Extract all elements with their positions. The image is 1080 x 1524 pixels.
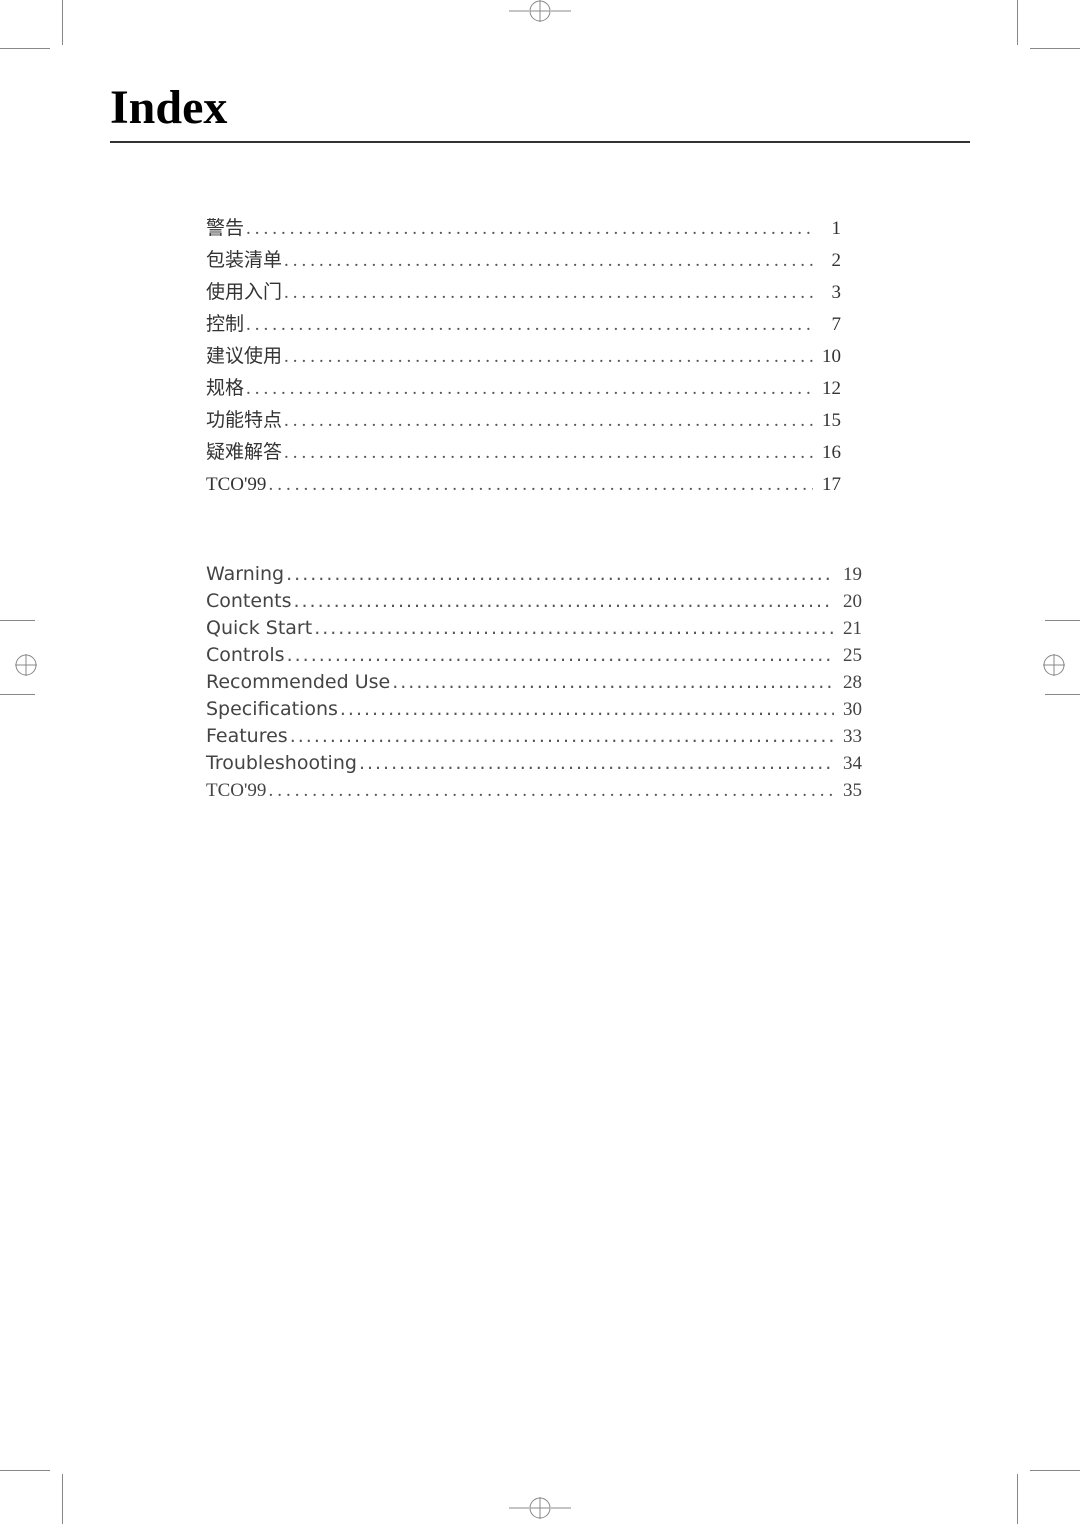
toc-entry: 规格 12 [206,373,841,405]
toc-leader [244,213,813,245]
toc-entry: Controls 25 [206,642,862,669]
toc-label: Warning [206,561,284,588]
toc-leader [291,588,834,615]
toc-label: Features [206,723,288,750]
registration-mark-icon [509,1497,571,1519]
toc-page: 33 [834,723,862,750]
page-title: Index [110,80,970,135]
toc-page: 20 [834,588,862,615]
toc-label: Specifications [206,696,338,723]
toc-leader [244,309,813,341]
toc-page: 19 [834,561,862,588]
toc-leader [282,277,813,309]
crop-mark [1017,1474,1018,1524]
toc-leader [357,750,834,777]
toc-page: 30 [834,696,862,723]
toc-entry: Quick Start 21 [206,615,862,642]
toc-page: 1 [813,213,841,245]
toc-entry: 警告 1 [206,213,841,245]
toc-leader [244,373,813,405]
crop-mark [0,48,50,49]
toc-entry: 包装清单 2 [206,245,841,277]
toc-english: Warning 19 Contents 20 Quick Start 21 Co… [206,561,862,804]
toc-label: 包装清单 [206,245,282,277]
toc-page: 34 [834,750,862,777]
registration-mark-icon [1043,654,1065,676]
toc-entry: Specifications 30 [206,696,862,723]
registration-mark-icon [509,0,571,22]
toc-entry: Recommended Use 28 [206,669,862,696]
crop-mark [62,1474,63,1524]
toc-page: 21 [834,615,862,642]
toc-page: 28 [834,669,862,696]
toc-label: TCO'99 [206,777,266,804]
toc-label: 控制 [206,309,244,341]
toc-label: 功能特点 [206,405,282,437]
toc-label: TCO'99 [206,469,266,501]
crop-mark [1045,694,1080,695]
toc-label: 使用入门 [206,277,282,309]
toc-label: Contents [206,588,291,615]
toc-page: 15 [813,405,841,437]
toc-entry: 疑难解答 16 [206,437,841,469]
toc-entry: 使用入门 3 [206,277,841,309]
crop-mark [1045,620,1080,621]
toc-label: 疑难解答 [206,437,282,469]
toc-entry: Warning 19 [206,561,862,588]
toc-label: Troubleshooting [206,750,357,777]
title-underline [110,141,970,143]
toc-entry: 建议使用 10 [206,341,841,373]
toc-entry: Troubleshooting 34 [206,750,862,777]
crop-mark [0,694,35,695]
toc-page: 2 [813,245,841,277]
toc-page: 25 [834,642,862,669]
page-content: Index 警告 1 包装清单 2 使用入门 3 控制 7 建议使用 10 [110,80,970,804]
toc-label: Recommended Use [206,669,390,696]
toc-leader [282,437,813,469]
toc-entry: 功能特点 15 [206,405,841,437]
toc-leader [284,561,834,588]
toc-page: 35 [834,777,862,804]
toc-leader [282,405,813,437]
toc-leader [288,723,834,750]
crop-mark [62,0,63,45]
toc-page: 17 [813,469,841,501]
toc-leader [282,341,813,373]
crop-mark [1030,48,1080,49]
crop-mark [0,1470,50,1471]
crop-mark [0,620,35,621]
toc-label: 警告 [206,213,244,245]
toc-label: 规格 [206,373,244,405]
toc-entry: Contents 20 [206,588,862,615]
toc-entry: 控制 7 [206,309,841,341]
toc-leader [312,615,834,642]
toc-leader [266,469,813,501]
toc-page: 16 [813,437,841,469]
toc-label: 建议使用 [206,341,282,373]
toc-label: Quick Start [206,615,312,642]
toc-leader [282,245,813,277]
toc-page: 3 [813,277,841,309]
toc-leader [390,669,834,696]
toc-page: 10 [813,341,841,373]
toc-page: 7 [813,309,841,341]
toc-entry: TCO'99 17 [206,469,841,501]
toc-leader [266,777,834,804]
crop-mark [1017,0,1018,45]
toc-chinese: 警告 1 包装清单 2 使用入门 3 控制 7 建议使用 10 规格 12 [206,213,841,501]
toc-label: Controls [206,642,285,669]
toc-leader [285,642,834,669]
toc-page: 12 [813,373,841,405]
toc-leader [338,696,834,723]
toc-entry: Features 33 [206,723,862,750]
crop-mark [1030,1470,1080,1471]
toc-entry: TCO'99 35 [206,777,862,804]
registration-mark-icon [15,654,37,676]
